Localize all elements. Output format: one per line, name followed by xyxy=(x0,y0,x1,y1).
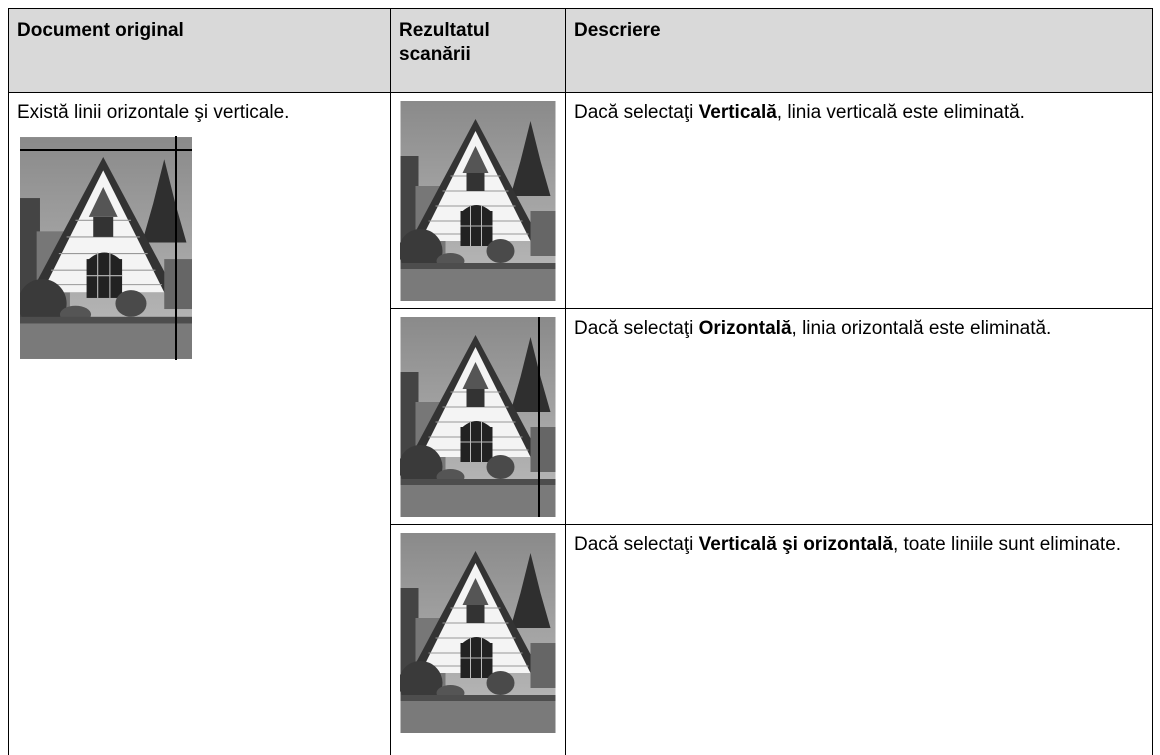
description-cell: Dacă selectaţi Verticală şi orizontală, … xyxy=(565,524,1153,755)
option-name: Verticală şi orizontală xyxy=(698,534,893,555)
header-row: Document original Rezultatul scanării De… xyxy=(8,8,1153,93)
row: Dacă selectaţi Orizontală, linia orizont… xyxy=(9,308,1153,525)
result-cell xyxy=(390,524,566,755)
text: , linia orizontală este eliminată. xyxy=(791,318,1052,339)
header-cell: Rezultatul scanării xyxy=(390,8,566,93)
result-cell xyxy=(390,92,566,309)
text: , toate liniile sunt eliminate. xyxy=(892,534,1122,555)
text: Dacă selectaţi xyxy=(574,318,699,339)
header-cell: Descriere xyxy=(565,8,1153,93)
description-cell: Dacă selectaţi Verticală, linia vertical… xyxy=(565,92,1153,309)
text: Dacă selectaţi xyxy=(574,102,699,123)
description-cell: Dacă selectaţi Orizontală, linia orizont… xyxy=(565,308,1153,525)
row: Dacă selectaţi Verticală şi orizontală, … xyxy=(9,524,1153,755)
text: , linia verticală este eliminată. xyxy=(776,102,1025,123)
result-cell xyxy=(390,308,566,525)
result-image xyxy=(400,533,556,733)
option-name: Verticală xyxy=(698,102,777,123)
result-image xyxy=(400,101,556,301)
row: Există linii orizontale şi verticale. Da… xyxy=(8,92,1153,755)
original-cell: Există linii orizontale şi verticale. xyxy=(8,92,391,755)
text: Dacă selectaţi xyxy=(574,534,699,555)
header-cell: Document original xyxy=(8,8,391,93)
option-name: Orizontală xyxy=(698,318,792,339)
result-image xyxy=(400,317,556,517)
original-image xyxy=(20,136,192,360)
comparison-table: Document original Rezultatul scanării De… xyxy=(8,8,1153,755)
original-text: Există linii orizontale şi verticale. xyxy=(17,102,290,123)
